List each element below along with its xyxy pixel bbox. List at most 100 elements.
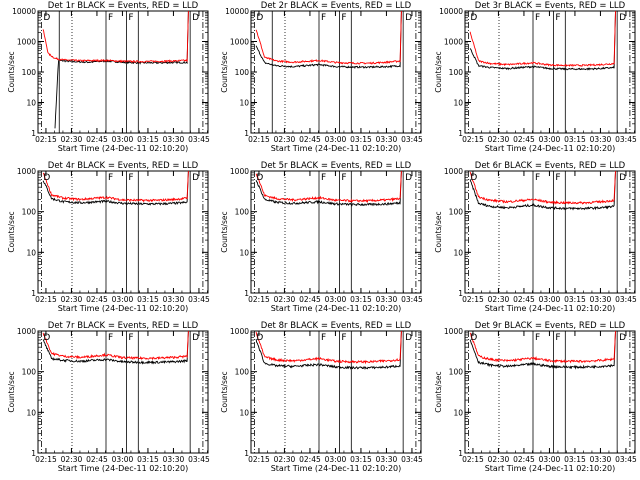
y-tick-label: 10 <box>26 408 36 417</box>
y-axis-label: Counts/sec <box>220 51 229 92</box>
x-tick-label: 03:45 <box>188 135 210 144</box>
event-marker-d: D <box>470 173 477 183</box>
y-axis-label: Counts/sec <box>434 371 443 412</box>
x-tick-label: 03:00 <box>112 295 134 304</box>
y-tick-label: 1 <box>31 289 36 298</box>
x-tick-label: 03:00 <box>325 455 347 464</box>
event-marker-f: F <box>555 13 560 23</box>
y-tick-label: 1000 <box>444 327 463 336</box>
y-tick-label: 100 <box>235 208 250 217</box>
x-tick-label: 03:30 <box>590 455 612 464</box>
events-series-line <box>469 10 616 71</box>
y-tick-label: 1 <box>31 449 36 458</box>
x-tick-label: 02:30 <box>61 455 83 464</box>
plot-frame <box>250 10 422 134</box>
x-tick-label: 02:45 <box>299 135 321 144</box>
event-marker-d: D <box>43 333 50 343</box>
event-marker-d: D <box>192 13 199 23</box>
x-tick-label: 03:15 <box>350 135 372 144</box>
event-marker-f: F <box>321 333 326 343</box>
event-marker-f: F <box>341 13 346 23</box>
event-marker-f: F <box>108 13 113 23</box>
detector-panel-7: Det 7r BLACK = Events, RED = LLD 1 10 100 10… <box>7 321 210 473</box>
event-marker-d: D <box>405 173 412 183</box>
event-marker-f: F <box>341 333 346 343</box>
x-tick-label: 03:00 <box>539 135 561 144</box>
x-tick-label: 03:45 <box>188 455 210 464</box>
x-tick-label: 03:00 <box>325 295 347 304</box>
event-marker-d: D <box>619 333 626 343</box>
event-marker-d: D <box>43 173 50 183</box>
x-tick-label: 03:30 <box>376 135 398 144</box>
x-tick-label: 03:15 <box>564 135 586 144</box>
x-tick-label: 03:45 <box>401 295 423 304</box>
x-tick-label: 02:30 <box>274 135 296 144</box>
y-axis-label: Counts/sec <box>220 371 229 412</box>
event-marker-d: D <box>405 333 412 343</box>
events-series-line <box>255 170 402 207</box>
plot-frame <box>464 170 636 294</box>
y-tick-label: 100 <box>235 68 250 77</box>
panel-title: Det 7r BLACK = Events, RED = LLD <box>48 321 199 331</box>
y-tick-label: 10 <box>453 99 463 108</box>
detector-panel-3: Det 3r BLACK = Events, RED = LLD 1 10 100 10… <box>434 1 637 153</box>
event-marker-d: D <box>256 13 263 23</box>
y-tick-label: 1000 <box>230 167 249 176</box>
y-tick-label: 10000 <box>225 7 249 16</box>
x-tick-label: 02:30 <box>488 455 510 464</box>
x-tick-label: 02:30 <box>61 135 83 144</box>
x-axis-label: Start Time (24-Dec-11 02:10:20) <box>271 304 402 313</box>
y-tick-label: 100 <box>235 368 250 377</box>
y-tick-label: 1000 <box>230 38 249 47</box>
x-tick-label: 02:15 <box>462 455 484 464</box>
y-tick-label: 1 <box>244 129 249 138</box>
plot-frame <box>464 10 636 134</box>
lld-series-line <box>42 170 189 203</box>
event-marker-f: F <box>321 13 326 23</box>
x-tick-label: 02:30 <box>488 135 510 144</box>
x-tick-label: 02:15 <box>462 135 484 144</box>
y-axis-label: Counts/sec <box>7 211 16 252</box>
detector-panel-8: Det 8r BLACK = Events, RED = LLD 1 10 100 10… <box>220 321 423 473</box>
x-tick-label: 02:15 <box>248 295 270 304</box>
event-marker-f: F <box>535 333 540 343</box>
y-tick-label: 10 <box>239 408 249 417</box>
event-marker-d: D <box>43 13 50 23</box>
x-tick-label: 03:00 <box>539 295 561 304</box>
panel-title: Det 8r BLACK = Events, RED = LLD <box>261 321 412 331</box>
lld-series-line <box>255 10 402 65</box>
event-marker-f: F <box>341 173 346 183</box>
x-tick-label: 03:00 <box>112 135 134 144</box>
x-axis-label: Start Time (24-Dec-11 02:10:20) <box>485 144 616 153</box>
y-tick-label: 10 <box>239 99 249 108</box>
events-series-line <box>255 10 402 69</box>
y-tick-label: 10 <box>239 248 249 257</box>
detector-panel-9: Det 9r BLACK = Events, RED = LLD 1 10 100 10… <box>434 321 637 473</box>
plot-frame <box>464 330 636 454</box>
y-axis-label: Counts/sec <box>7 371 16 412</box>
event-marker-d: D <box>470 333 477 343</box>
y-tick-label: 10 <box>453 408 463 417</box>
y-tick-label: 1000 <box>17 38 36 47</box>
y-axis-label: Counts/sec <box>434 211 443 252</box>
y-tick-label: 1 <box>458 129 463 138</box>
x-tick-label: 03:30 <box>376 295 398 304</box>
x-tick-label: 02:45 <box>86 135 108 144</box>
x-tick-label: 02:30 <box>274 295 296 304</box>
event-marker-f: F <box>128 173 133 183</box>
x-tick-label: 02:15 <box>35 455 57 464</box>
y-tick-label: 1 <box>458 449 463 458</box>
x-tick-label: 02:15 <box>248 455 270 464</box>
event-marker-d: D <box>256 333 263 343</box>
lld-series-line <box>42 10 189 63</box>
x-tick-label: 02:45 <box>513 295 535 304</box>
x-tick-label: 02:45 <box>86 295 108 304</box>
y-tick-label: 1000 <box>444 38 463 47</box>
y-tick-label: 1 <box>31 129 36 138</box>
y-tick-label: 10 <box>26 99 36 108</box>
x-tick-label: 02:15 <box>462 295 484 304</box>
event-marker-f: F <box>108 173 113 183</box>
y-tick-label: 1000 <box>230 327 249 336</box>
x-tick-label: 02:15 <box>248 135 270 144</box>
